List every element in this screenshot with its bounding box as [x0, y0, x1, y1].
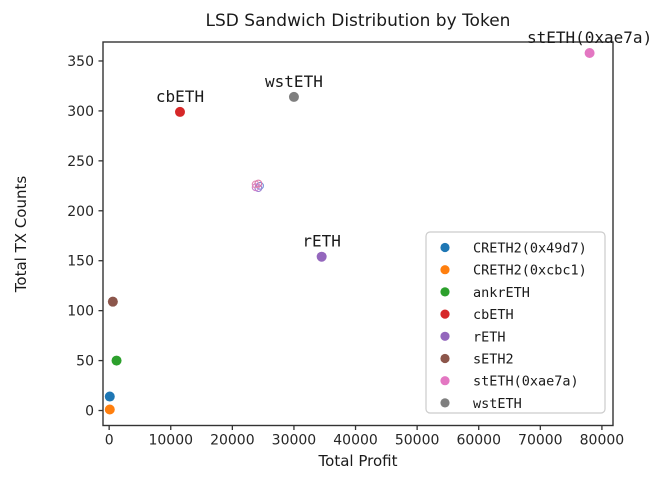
watermark-swirl-ring — [254, 179, 263, 188]
point-wstETH — [288, 91, 299, 102]
legend-marker-CRETH2(0x49d7) — [440, 242, 450, 253]
legend-label-rETH: rETH — [473, 329, 506, 345]
legend-label-sETH2: sETH2 — [473, 352, 514, 368]
legend-marker-wstETH — [440, 398, 450, 408]
legend-box — [425, 231, 606, 414]
point-cbETH — [174, 106, 185, 117]
point-sETH2 — [107, 296, 118, 307]
point-ankrETH — [111, 355, 122, 366]
y-tick-label: 150 — [67, 254, 94, 270]
legend-label-wstETH: wstETH — [473, 396, 522, 412]
annotation-rETH: rETH — [302, 232, 341, 251]
legend-marker-ankrETH — [440, 287, 450, 297]
x-tick-label: 70000 — [518, 433, 563, 449]
x-tick-label: 40000 — [333, 433, 378, 449]
plot-border — [102, 41, 614, 427]
y-tick-label: 300 — [67, 104, 94, 120]
point-rETH — [316, 251, 327, 262]
annotation-stETH(0xae7a): stETH(0xae7a) — [527, 28, 652, 47]
legend-label-CRETH2(0xcbc1): CRETH2(0xcbc1) — [473, 263, 587, 279]
x-tick-label: 50000 — [395, 433, 440, 449]
x-axis-label: Total Profit — [318, 452, 398, 470]
point-CRETH2(0x49d7) — [104, 391, 115, 402]
x-tick-label: 10000 — [148, 433, 193, 449]
legend-label-stETH(0xae7a): stETH(0xae7a) — [473, 374, 579, 390]
x-tick-label: 0 — [105, 433, 114, 449]
y-tick-label: 0 — [85, 404, 94, 420]
annotation-cbETH: cbETH — [156, 87, 204, 106]
y-tick-label: 50 — [76, 354, 94, 370]
x-tick-label: 60000 — [456, 433, 501, 449]
watermark-swirl-icon — [251, 179, 264, 193]
legend-marker-cbETH — [440, 309, 450, 319]
y-tick-label: 350 — [67, 54, 94, 70]
y-axis-label: Total TX Counts — [12, 176, 30, 294]
annotation-wstETH: wstETH — [265, 72, 323, 91]
y-tick-label: 200 — [67, 204, 94, 220]
point-CRETH2(0xcbc1) — [104, 404, 115, 415]
legend-label-cbETH: cbETH — [473, 307, 514, 323]
legend-label-ankrETH: ankrETH — [473, 285, 530, 301]
chart-title: LSD Sandwich Distribution by Token — [206, 11, 511, 31]
legend-marker-sETH2 — [440, 353, 450, 364]
legend-marker-stETH(0xae7a) — [440, 376, 450, 386]
point-stETH(0xae7a) — [584, 47, 595, 58]
y-tick-label: 250 — [67, 154, 94, 170]
x-tick-label: 20000 — [210, 433, 255, 449]
x-tick-label: 30000 — [272, 433, 317, 449]
x-tick-label: 80000 — [580, 433, 625, 449]
legend-marker-rETH — [440, 331, 450, 341]
plot-area: 0 10000 20000 30000 40000 50000 60000 70000 8000… — [67, 28, 652, 449]
watermark-swirl-ring — [256, 181, 264, 190]
y-tick-label: 100 — [67, 304, 94, 320]
legend-marker-CRETH2(0xcbc1) — [440, 265, 450, 275]
legend-label-CRETH2(0x49d7): CRETH2(0x49d7) — [473, 241, 587, 257]
